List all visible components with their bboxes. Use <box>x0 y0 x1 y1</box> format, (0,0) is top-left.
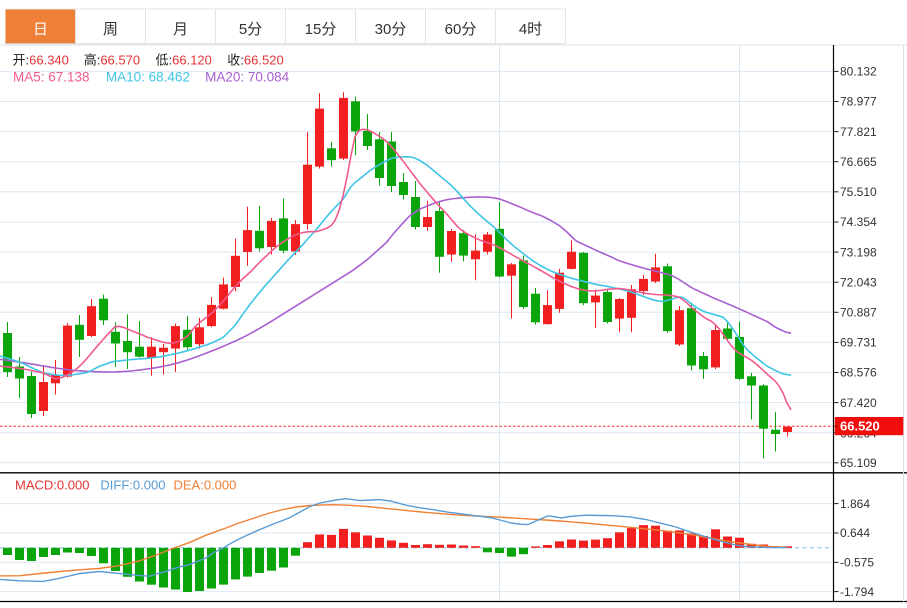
svg-text:周: 周 <box>103 21 118 38</box>
svg-text:76.665: 76.665 <box>840 155 877 169</box>
svg-text:70.887: 70.887 <box>840 306 877 320</box>
svg-text:日: 日 <box>33 21 48 38</box>
svg-text:75.510: 75.510 <box>840 185 877 199</box>
svg-text:80.132: 80.132 <box>840 65 877 79</box>
svg-text:5分: 5分 <box>239 21 262 38</box>
svg-text:65.109: 65.109 <box>840 456 877 470</box>
svg-text:4时: 4时 <box>519 21 542 38</box>
svg-text:74.354: 74.354 <box>840 215 877 229</box>
svg-text:69.731: 69.731 <box>840 336 877 350</box>
svg-text:0.644: 0.644 <box>840 526 870 540</box>
svg-text:78.977: 78.977 <box>840 95 877 109</box>
svg-text:1.864: 1.864 <box>840 497 870 511</box>
svg-text:66.520: 66.520 <box>840 419 880 434</box>
svg-text:77.821: 77.821 <box>840 125 877 139</box>
svg-text:67.420: 67.420 <box>840 396 877 410</box>
svg-text:月: 月 <box>173 21 188 38</box>
svg-text:60分: 60分 <box>445 21 477 38</box>
svg-text:-1.794: -1.794 <box>840 585 874 599</box>
svg-text:30分: 30分 <box>375 21 407 38</box>
svg-text:15分: 15分 <box>305 21 337 38</box>
svg-text:73.198: 73.198 <box>840 245 877 259</box>
svg-text:72.043: 72.043 <box>840 275 877 289</box>
svg-text:68.576: 68.576 <box>840 366 877 380</box>
svg-text:-0.575: -0.575 <box>840 556 874 570</box>
